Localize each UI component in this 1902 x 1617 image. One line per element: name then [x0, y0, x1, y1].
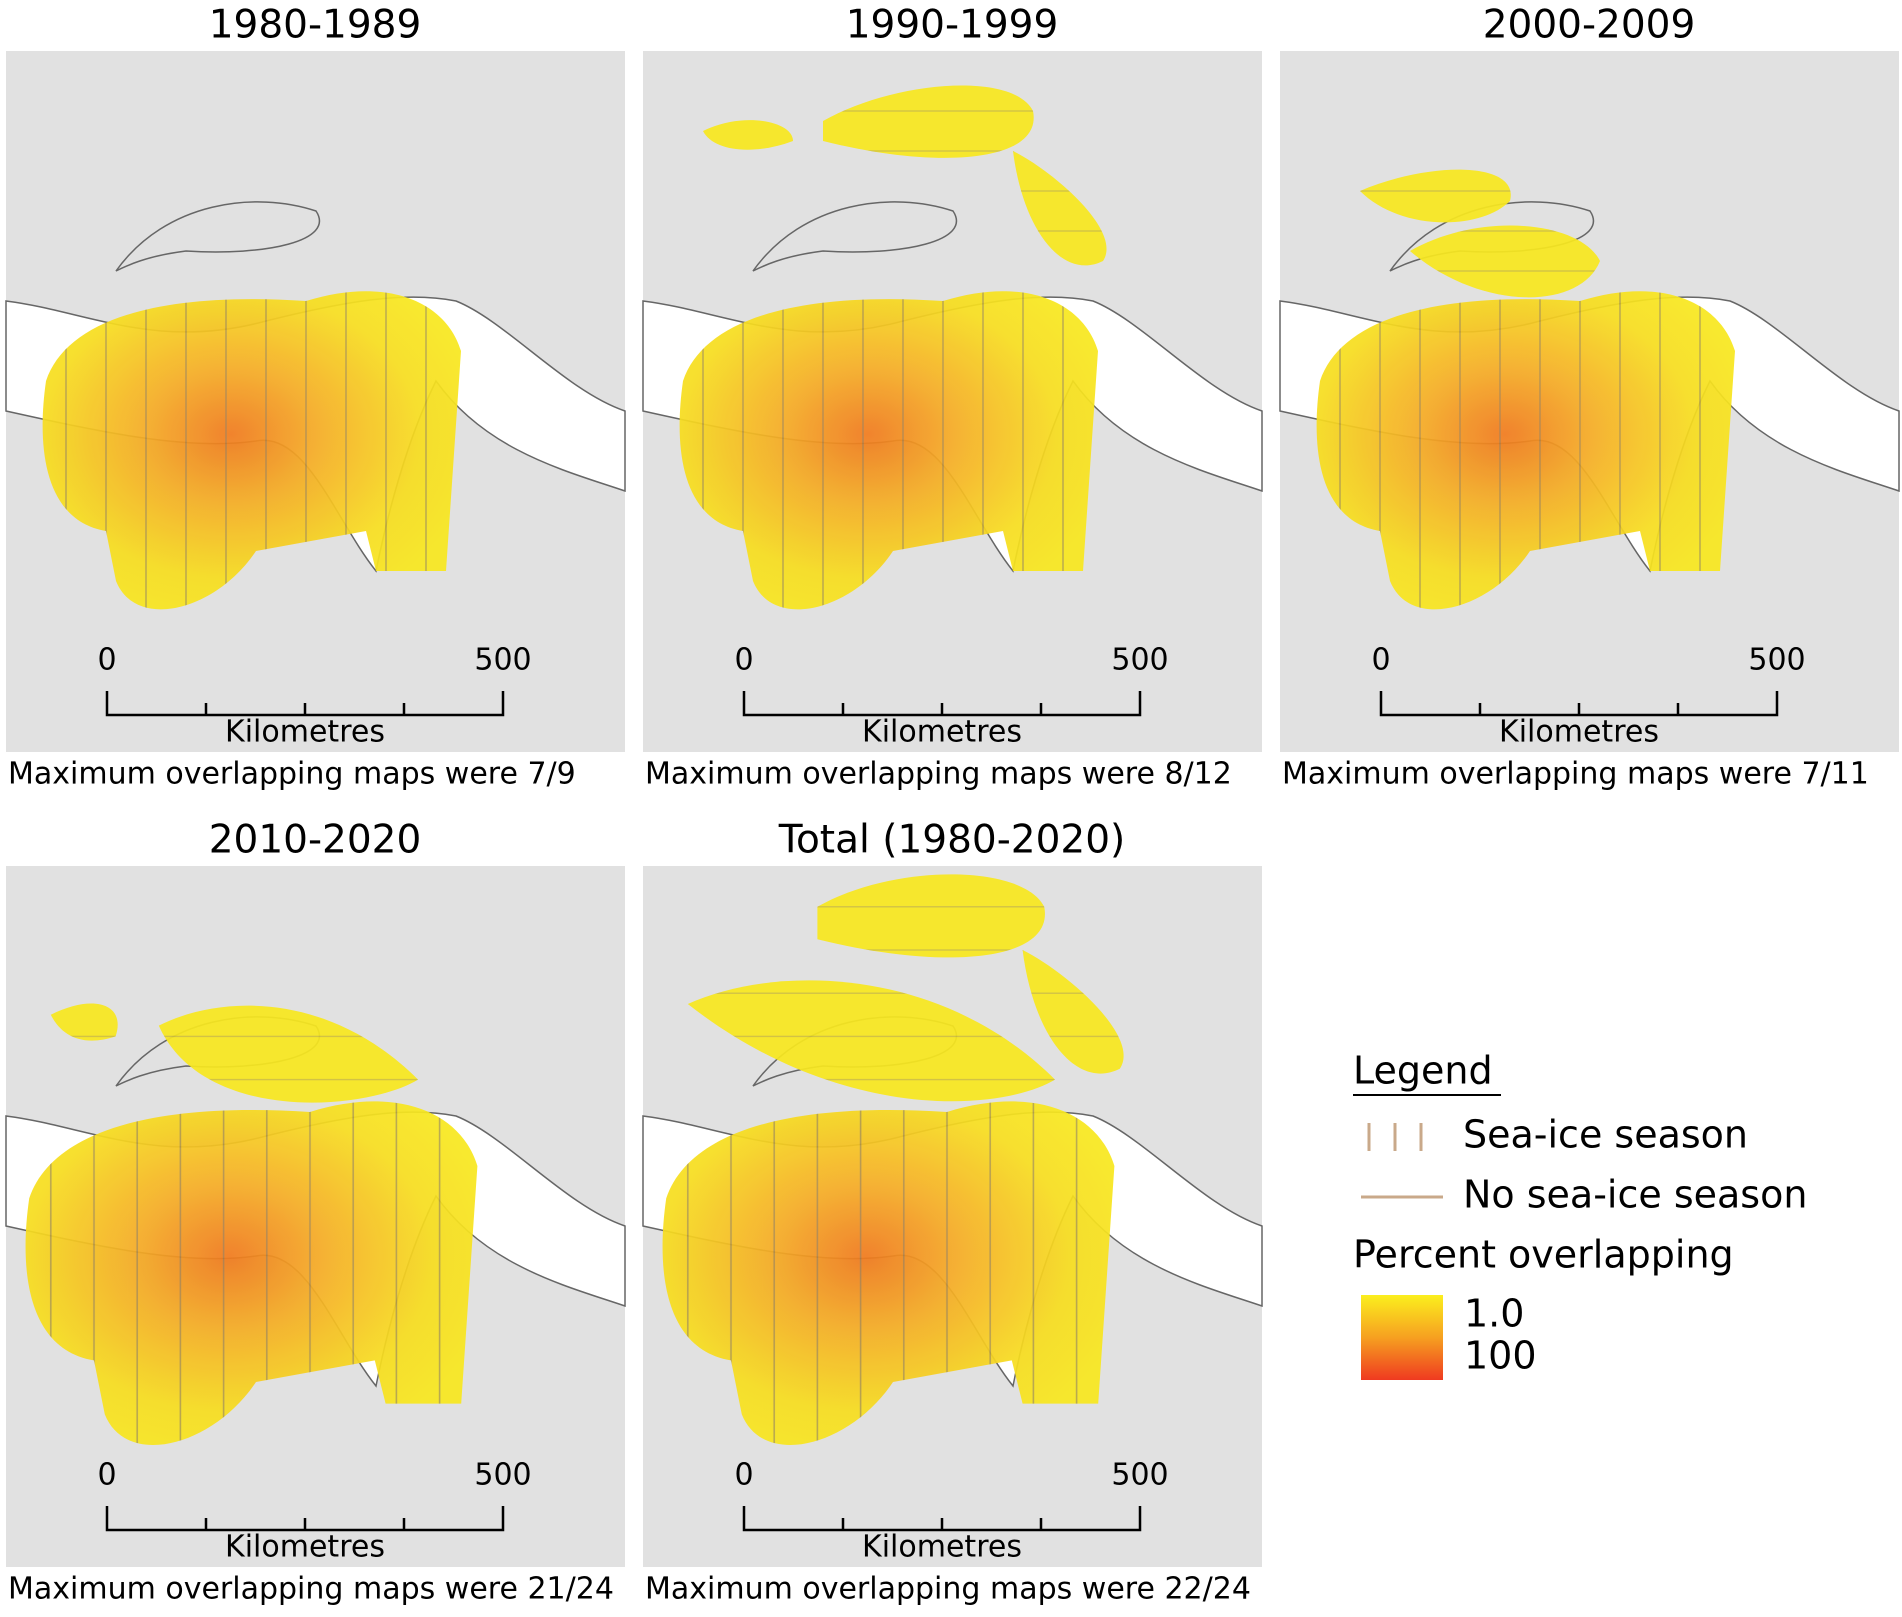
map: 0 500 Kilometres	[5, 50, 626, 753]
panel-title: 1980-1989	[209, 3, 422, 48]
hatch	[703, 120, 793, 150]
caption: Maximum overlapping maps were 21/24	[8, 1572, 614, 1607]
legend-title: Legend	[1353, 1049, 1493, 1093]
map: 0 500 Kilometres	[642, 865, 1263, 1568]
scale-label: 0	[734, 643, 753, 678]
caption: Maximum overlapping maps were 7/9	[8, 757, 576, 792]
legend-item: Sea-ice season	[1463, 1113, 1748, 1157]
caption: Maximum overlapping maps were 8/12	[645, 757, 1232, 792]
scale-unit: Kilometres	[862, 1530, 1022, 1565]
map: 0 500 Kilometres	[642, 50, 1263, 753]
scale-label: 0	[97, 1458, 116, 1493]
scale-bar: 0 500 Kilometres	[97, 1458, 531, 1565]
scale-line	[742, 1506, 1142, 1532]
scale-bar: 0 500 Kilometres	[734, 1458, 1168, 1565]
hatch	[1022, 950, 1124, 1074]
map-panel: Total (1980-2020) 0 500 Kilometres Maximum o…	[642, 818, 1263, 1607]
map-panel: 2000-2009 0 500 Kilometres Maximum overlappi…	[1279, 3, 1900, 792]
map: 0 500 Kilometres	[5, 865, 626, 1568]
scale-bar: 0 500 Kilometres	[1371, 643, 1805, 750]
scale-label: 500	[1111, 643, 1168, 678]
scale-unit: Kilometres	[1499, 715, 1659, 750]
scale-line	[742, 691, 1142, 717]
caption: Maximum overlapping maps were 7/11	[1282, 757, 1869, 792]
scale-label: 500	[474, 1458, 531, 1493]
scale-label: 0	[97, 643, 116, 678]
overlap-area	[662, 874, 1124, 1446]
scale-label: 0	[1371, 643, 1390, 678]
hatch	[50, 1003, 118, 1041]
map: 0 500 Kilometres	[1279, 50, 1900, 753]
hatch	[1410, 225, 1600, 298]
map-panel: 2010-2020 0 500 Kilometres Maximum overlappi…	[5, 818, 626, 1607]
panel-title: 2010-2020	[209, 818, 422, 863]
gradient-title: Percent overlapping	[1353, 1233, 1734, 1277]
scale-label: 500	[1111, 1458, 1168, 1493]
hatch	[823, 85, 1034, 158]
hatch	[1360, 169, 1511, 223]
hatch	[158, 1005, 419, 1103]
legend-item: No sea-ice season	[1463, 1173, 1807, 1217]
hatch	[687, 980, 1055, 1102]
scale-unit: Kilometres	[225, 1530, 385, 1565]
hatch	[1013, 151, 1107, 266]
scale-line	[105, 1506, 505, 1532]
overlap-area	[1316, 169, 1735, 610]
caption: Maximum overlapping maps were 22/24	[645, 1572, 1251, 1607]
overlap-area	[679, 85, 1107, 610]
gradient-low: 1.0	[1464, 1292, 1524, 1336]
scale-label: 500	[474, 643, 531, 678]
legend: Legend Sea-ice season No sea-ice season …	[1353, 1049, 1807, 1380]
map-panel: 1990-1999 0 500 Kilometres Maximum overlappi…	[642, 3, 1263, 792]
scale-line	[1379, 691, 1779, 717]
overlap-area	[25, 1003, 478, 1446]
hatch	[817, 874, 1045, 958]
panel-title: Total (1980-2020)	[778, 818, 1126, 863]
scale-bar: 0 500 Kilometres	[734, 643, 1168, 750]
scale-line	[105, 691, 505, 717]
scale-bar: 0 500 Kilometres	[97, 643, 531, 750]
scale-label: 0	[734, 1458, 753, 1493]
panel-title: 2000-2009	[1483, 3, 1696, 48]
panel-title: 1990-1999	[846, 3, 1059, 48]
scale-unit: Kilometres	[225, 715, 385, 750]
map-panel: 1980-1989 0 500 Kilometres Maximum overlappi…	[5, 3, 626, 792]
scale-unit: Kilometres	[862, 715, 1022, 750]
scale-label: 500	[1748, 643, 1805, 678]
gradient-high: 100	[1464, 1334, 1537, 1378]
